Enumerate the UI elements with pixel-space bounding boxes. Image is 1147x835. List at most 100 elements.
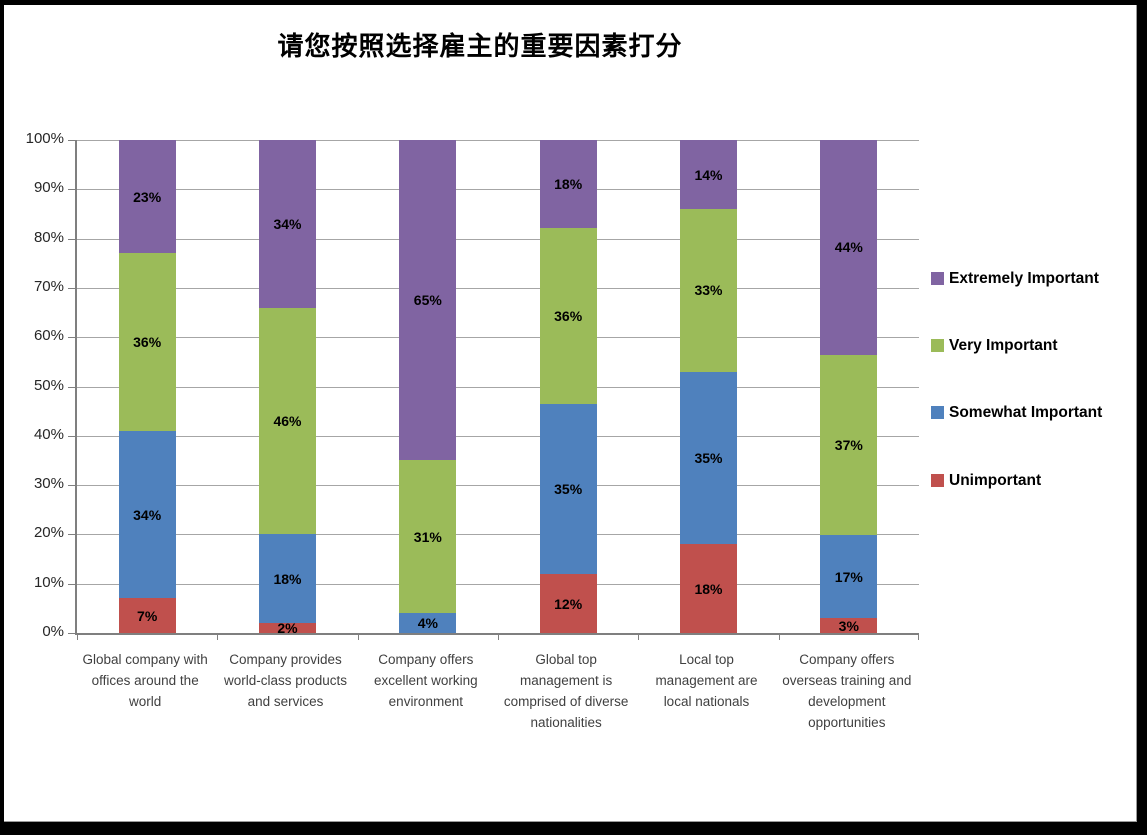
segment-data-label: 18% [694, 580, 723, 597]
segment-data-label: 33% [694, 282, 723, 299]
category-slot: 18% 35% 33% 14% [638, 140, 778, 633]
plot-area: 7% 34% 36% 23% 2% 18% 46% 34% 4% 31% 65% 12% 35% 36% 1… [68, 139, 919, 640]
gridline-50 [77, 386, 919, 388]
gridline-100 [77, 140, 919, 141]
y-axis-tick-60 [68, 337, 77, 339]
x-axis-tick-4 [638, 635, 640, 640]
segment-data-label: 36% [554, 307, 583, 324]
segment-data-label: 34% [133, 506, 162, 523]
x-axis-tick-6 [918, 635, 919, 640]
gridline-90 [77, 189, 919, 191]
y-axis-tick-label: 90% [33, 179, 64, 197]
bar-segment-very-important: 33% [679, 209, 737, 372]
category-slot: 2% 18% 46% 34% [217, 140, 357, 635]
gridline-80 [77, 238, 919, 240]
y-axis-tick-100 [68, 140, 77, 141]
y-axis-tick-90 [68, 189, 77, 191]
bars-container: 7% 34% 36% 23% 2% 18% 46% 34% 4% 31% 65% 12% 35% 36% 1… [77, 139, 919, 635]
segment-data-label: 35% [694, 449, 723, 466]
y-axis-tick-20 [68, 534, 77, 536]
y-axis-tick-label: 0% [42, 623, 64, 640]
legend-swatch-icon [931, 406, 944, 420]
bar-segment-extremely-important: 23% [118, 139, 176, 254]
y-axis-tick-label: 50% [33, 376, 64, 394]
bar-segment-very-important: 36% [539, 227, 597, 404]
segment-data-label: 34% [273, 215, 302, 232]
y-axis-labels: 0% 10% 20% 30% 40% 50% 60% 70% 80% 90% 100% [0, 131, 64, 639]
bar-segment-extremely-important: 65% [399, 140, 457, 461]
x-axis-tick-3 [498, 635, 499, 640]
legend-swatch-icon [931, 272, 944, 285]
y-axis-tick-label: 30% [33, 475, 64, 493]
bar-segment-somewhat-important: 17% [820, 535, 878, 619]
stacked-bar: 7% 34% 36% 23% [118, 139, 176, 633]
stacked-bar: 3% 17% 37% 44% [820, 140, 878, 633]
y-axis-tick-30 [68, 485, 77, 487]
y-axis-tick-70 [68, 287, 77, 289]
legend-item-label: Extremely Important [949, 270, 1099, 287]
category-label: Global company with offices around the w… [82, 652, 208, 709]
x-axis-labels: Global company with offices around the w… [75, 650, 917, 734]
category-label: Local top management are local nationals [655, 652, 758, 709]
gridline-20 [77, 534, 919, 536]
bar-segment-somewhat-important: 4% [399, 613, 457, 633]
bar-segment-very-important: 46% [258, 307, 316, 535]
x-axis-tick-0 [77, 635, 78, 640]
legend-item-label: Unimportant [949, 471, 1042, 489]
bar-segment-unimportant: 2% [258, 621, 316, 635]
gridline-60 [77, 337, 919, 339]
category-slot: 12% 35% 36% 18% [498, 140, 638, 633]
segment-data-label: 18% [273, 570, 302, 587]
stacked-bar: 2% 18% 46% 34% [258, 140, 316, 635]
category-slot: 7% 34% 36% 23% [77, 139, 217, 633]
legend-item-extremely-important: Extremely Important [931, 268, 1109, 290]
bar-segment-very-important: 31% [399, 460, 457, 614]
bar-segment-extremely-important: 44% [820, 140, 878, 355]
category-label: Company provides world-class products an… [223, 652, 348, 709]
y-axis-tick-label: 40% [33, 425, 64, 443]
y-axis-tick-label: 20% [33, 524, 64, 542]
y-axis-tick-50 [68, 386, 77, 388]
y-axis-tick-label: 10% [33, 573, 64, 591]
bar-segment-extremely-important: 14% [679, 140, 737, 210]
bar-segment-somewhat-important: 35% [679, 371, 737, 545]
gridline-30 [77, 485, 919, 487]
category-slot: 3% 17% 37% 44% [779, 140, 919, 633]
category-label: Company offers overseas training and dev… [782, 652, 912, 730]
legend-item-somewhat-important: Somewhat Important [931, 402, 1109, 424]
category-slot: 4% 31% 65% [358, 140, 498, 633]
legend: Extremely Important Very Important Somewha… [931, 268, 1109, 492]
gridline-70 [77, 287, 919, 289]
segment-data-label: 12% [554, 595, 583, 612]
chart-title: 请您按照选择雇主的重要因素打分 [277, 31, 683, 61]
x-axis-tick-5 [778, 635, 780, 640]
bar-segment-very-important: 36% [118, 253, 176, 431]
segment-data-label: 65% [413, 292, 442, 309]
bar-segment-extremely-important: 18% [539, 140, 597, 228]
y-axis-tick-40 [68, 435, 77, 437]
stacked-bar: 4% 31% 65% [399, 140, 457, 633]
y-axis-tick-10 [68, 583, 77, 585]
stacked-bar: 12% 35% 36% 18% [539, 140, 597, 633]
stacked-bar: 18% 35% 33% 14% [679, 140, 737, 633]
segment-data-label: 44% [834, 239, 863, 256]
segment-data-label: 23% [133, 188, 162, 205]
y-axis-tick-label: 100% [25, 130, 64, 147]
y-axis-tick-label: 60% [33, 327, 64, 345]
bar-segment-somewhat-important: 34% [118, 430, 176, 599]
bar-segment-somewhat-important: 18% [258, 534, 316, 624]
bar-segment-unimportant: 3% [820, 618, 878, 633]
y-axis-tick-0 [68, 633, 77, 634]
bar-segment-unimportant: 7% [118, 598, 176, 633]
category-label: Global top management is comprised of di… [503, 652, 629, 730]
segment-data-label: 31% [413, 528, 442, 545]
bar-segment-somewhat-important: 35% [539, 403, 597, 575]
segment-data-label: 35% [554, 481, 583, 497]
segment-data-label: 36% [133, 334, 162, 351]
legend-swatch-icon [931, 339, 944, 353]
legend-item-label: Very Important [949, 337, 1058, 355]
legend-item-very-important: Very Important [931, 335, 1109, 357]
segment-data-label: 14% [694, 166, 723, 183]
segment-data-label: 46% [273, 413, 302, 430]
legend-item-unimportant: Unimportant [931, 470, 1109, 492]
